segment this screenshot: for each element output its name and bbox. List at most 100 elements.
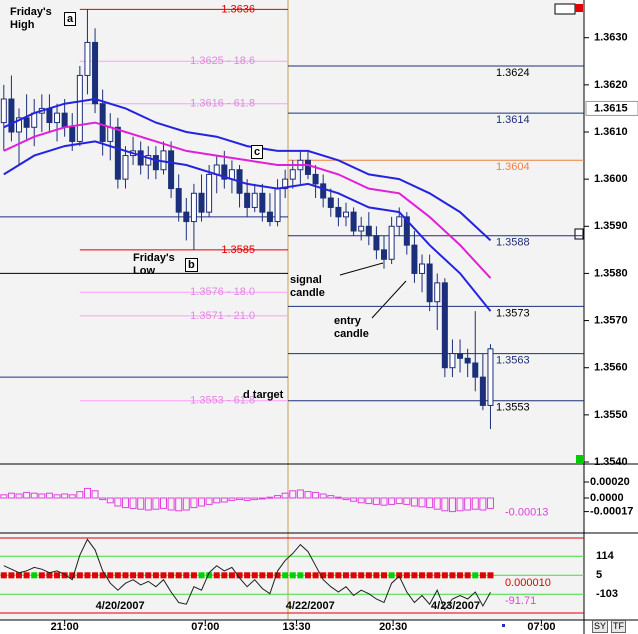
histogram-bar (441, 497, 449, 512)
candle-body (54, 112, 61, 124)
histogram-bar (334, 496, 342, 499)
candle-body (137, 150, 144, 166)
histogram-bar (76, 491, 84, 499)
date-label: 4/23/2007 (431, 600, 480, 612)
signal-dot (16, 572, 23, 579)
histogram-bar (312, 491, 320, 499)
scroll-marker (574, 228, 584, 240)
y-tick-label: 1.3540 (594, 456, 628, 468)
histogram-bar (479, 497, 487, 511)
histogram-bar (365, 497, 373, 505)
signal-dot (122, 572, 129, 579)
histogram-bar (175, 497, 183, 512)
signal-dot (449, 572, 456, 579)
level-label: 1.3585 (221, 244, 255, 256)
histogram-bar (266, 496, 274, 499)
y-tick-label: 1.3620 (594, 79, 628, 91)
candle-body (411, 244, 418, 274)
candle-body (206, 173, 213, 213)
oscillator-line (3, 538, 491, 611)
histogram-bar (403, 497, 411, 505)
nav-icon[interactable] (575, 4, 583, 12)
level-label: 1.3563 (496, 354, 530, 366)
histogram-bar (448, 497, 456, 513)
histogram-bar (114, 497, 122, 507)
signal-dot (8, 572, 15, 579)
histogram-bar (213, 497, 221, 504)
candle-body (114, 126, 121, 180)
histogram-bar (228, 497, 236, 501)
y-tick-label: 1.3600 (594, 173, 628, 185)
candle-body (289, 169, 296, 180)
candle-body (358, 225, 365, 232)
signal-dot (259, 572, 266, 579)
arrow (371, 280, 407, 319)
signal-dot (61, 572, 68, 579)
histogram-bar (61, 493, 69, 499)
histogram-bar (152, 497, 160, 510)
signal-dot (274, 572, 281, 579)
nav-icon[interactable] (554, 3, 576, 15)
candle-body (46, 107, 53, 124)
candle-body (320, 183, 327, 199)
annotation-box: c (251, 145, 264, 159)
candle-body (388, 225, 395, 260)
candle-body (23, 117, 30, 128)
signal-dot (228, 572, 235, 579)
candle-body (312, 173, 319, 185)
signal-dot (434, 572, 441, 579)
y-tick-label: 1.3560 (594, 362, 628, 374)
candle-body (266, 211, 273, 223)
candle-body (274, 188, 281, 223)
candle-body (145, 155, 152, 166)
histogram-bar (433, 497, 441, 510)
histogram-bar (296, 489, 304, 499)
signal-dot (358, 572, 365, 579)
level-label: 1.3624 (496, 67, 530, 79)
signal-dot (38, 572, 45, 579)
annotation-box: b (185, 258, 198, 272)
annotation: entry candle (334, 315, 369, 340)
histogram-bar (159, 497, 167, 509)
button[interactable]: TF (611, 620, 626, 633)
candle-body (92, 41, 99, 105)
candle-body (342, 211, 349, 218)
signal-dot (145, 572, 152, 579)
y-tick-label: 1.3590 (594, 220, 628, 232)
y-tick-label: 5 (596, 569, 602, 581)
candle-body (396, 216, 403, 227)
button[interactable]: SY (592, 620, 609, 633)
candle-body (472, 362, 479, 378)
signal-dot (221, 572, 228, 579)
candle-body (350, 211, 357, 232)
histogram-bar (7, 492, 15, 499)
signal-dot (411, 572, 418, 579)
candle-body (426, 263, 433, 303)
moving-average (3, 140, 492, 312)
candle-body (464, 357, 471, 364)
candle-body (335, 206, 342, 218)
signal-dot (426, 572, 433, 579)
signal-dot (0, 572, 7, 579)
candle-body (434, 282, 441, 303)
histogram-bar (395, 497, 403, 505)
candle-body (84, 41, 91, 76)
signal-dot (244, 572, 251, 579)
signal-dot (419, 572, 426, 579)
annotation: d target (243, 389, 284, 401)
histogram-bar (357, 497, 365, 504)
level-label: 1.3614 (496, 114, 530, 126)
histogram-bar (456, 497, 464, 512)
histogram-bar (68, 494, 76, 499)
candle-body (107, 126, 114, 142)
signal-dot (198, 572, 205, 579)
last-price-label: 1.3615 (594, 102, 628, 114)
moving-average (3, 121, 492, 279)
candle-body (31, 112, 38, 128)
signal-dot (69, 572, 76, 579)
candle-body (327, 197, 334, 208)
histogram-bar (53, 494, 61, 499)
histogram-bar (205, 497, 213, 505)
level-label: 1.3553 (496, 402, 530, 414)
